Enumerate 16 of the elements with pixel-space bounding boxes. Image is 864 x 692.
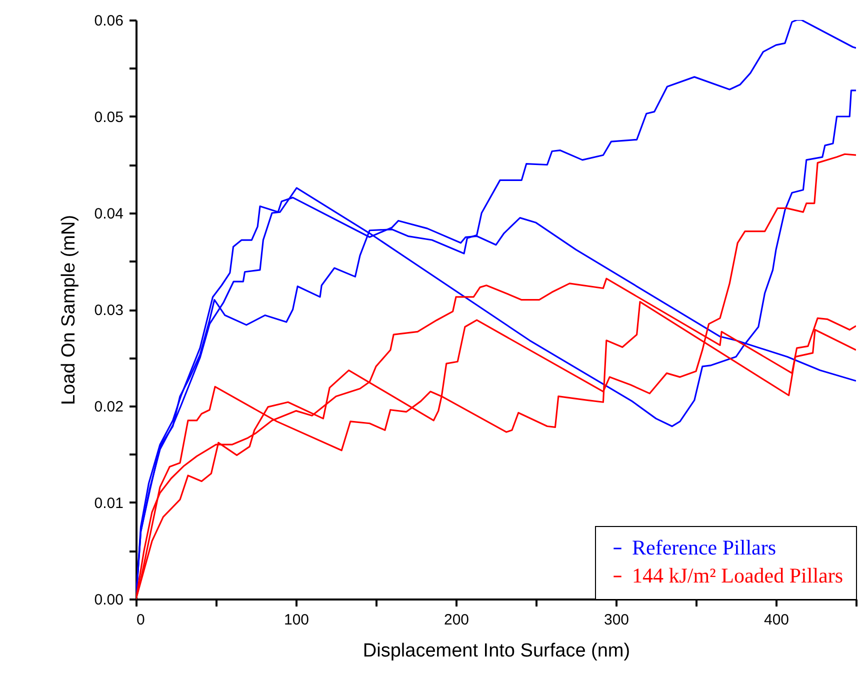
x-tick-label: 100 [284,612,310,628]
x-tick-label: 0 [136,612,145,628]
y-tick-label: 0.04 [94,206,124,222]
y-axis-title: Load On Sample (mN) [58,214,80,406]
x-axis-title: Displacement Into Surface (nm) [362,640,630,662]
y-tick-label: 0.02 [94,398,124,416]
y-tick-label: 0.01 [94,495,124,512]
y-tick-label: 0.06 [94,12,124,30]
legend-label: 144 kJ/m² Loaded Pillars [632,564,844,588]
x-tick-label: 400 [764,612,790,628]
legend-label: Reference Pillars [632,536,776,560]
x-tick-label: 300 [604,612,630,628]
y-tick-label: 0.05 [94,109,124,126]
y-tick-label: 0.03 [94,302,124,319]
y-tick-label: 0.00 [94,592,124,608]
x-tick-label: 200 [444,612,470,628]
